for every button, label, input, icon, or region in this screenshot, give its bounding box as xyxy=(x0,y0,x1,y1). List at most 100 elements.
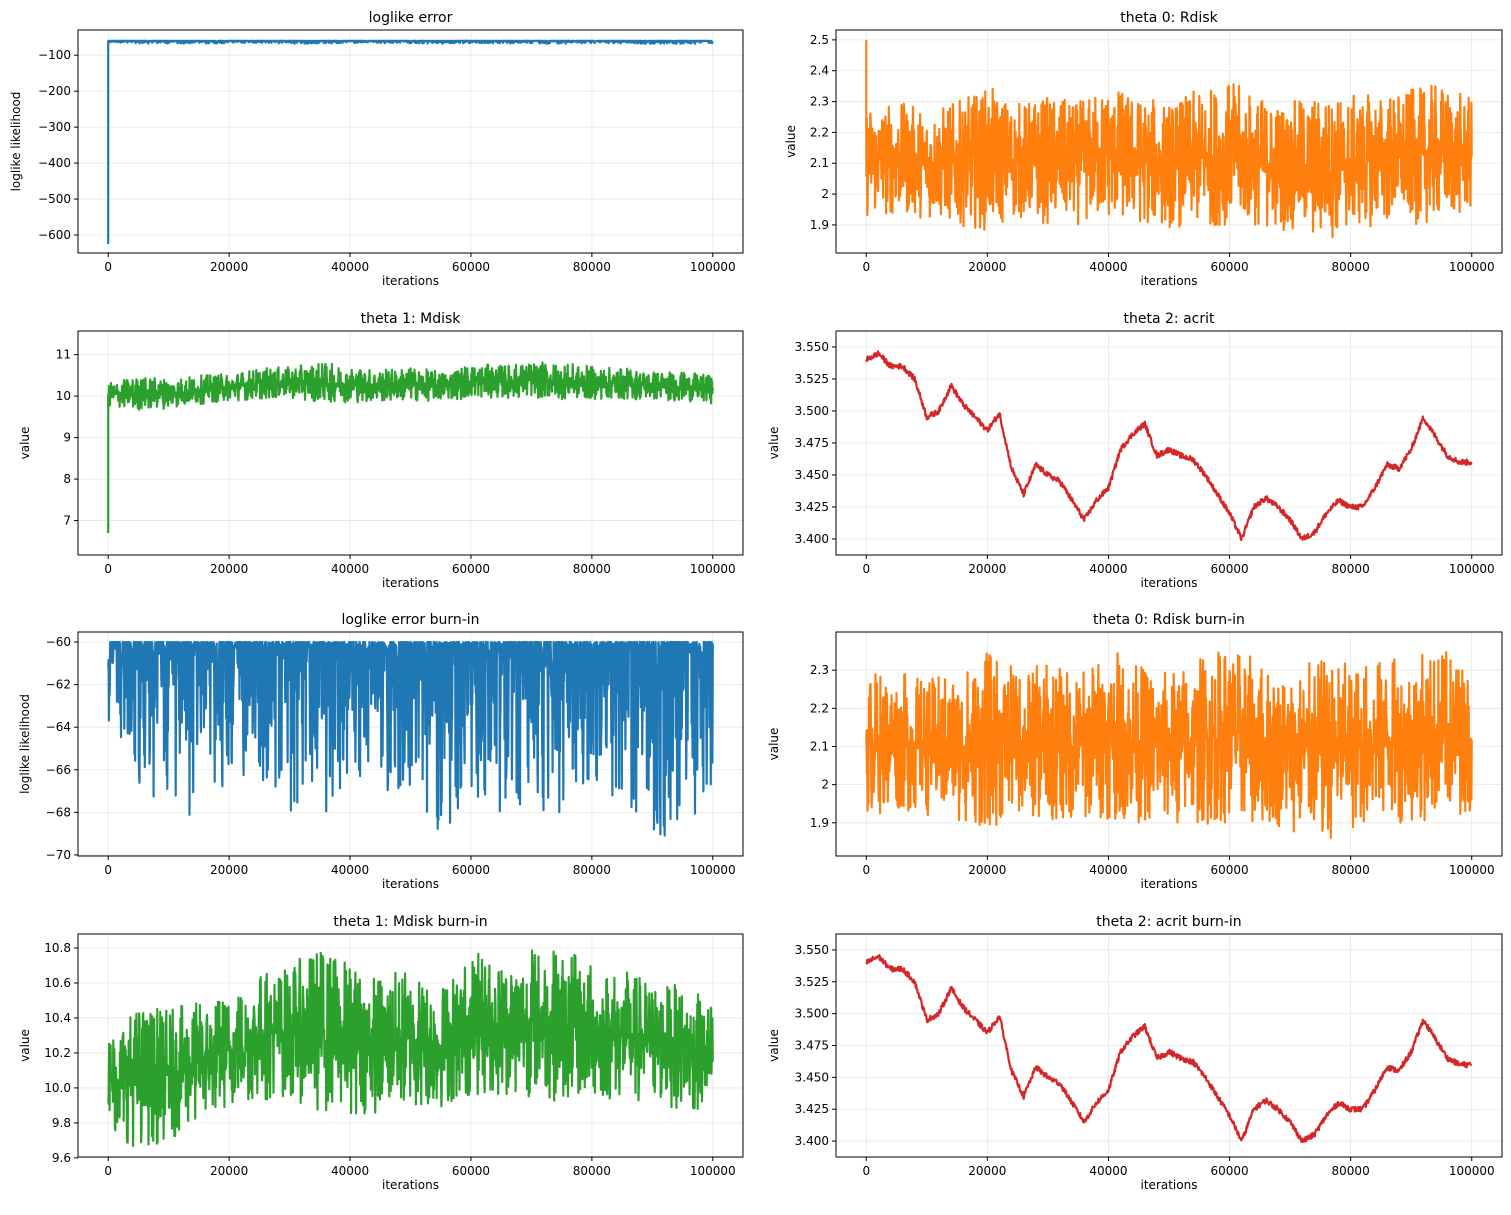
y-tick-label: 3.475 xyxy=(795,436,829,450)
y-tick-label: −100 xyxy=(38,48,71,62)
y-axis-label: value xyxy=(784,125,798,158)
axes-frame xyxy=(77,631,744,857)
subplot-title: theta 1: Mdisk burn-in xyxy=(333,914,487,930)
series-line xyxy=(107,361,714,533)
y-axis-label: value xyxy=(767,728,781,761)
y-axis-label: value xyxy=(767,1029,781,1062)
x-tick-label: 40000 xyxy=(1089,562,1127,576)
x-axis-label: iterations xyxy=(1141,1178,1198,1192)
subplot-title: theta 2: acrit xyxy=(1124,311,1215,327)
x-tick-label: 0 xyxy=(862,863,870,877)
y-tick-label: 1.9 xyxy=(810,816,829,830)
x-tick-label: 0 xyxy=(104,1164,112,1178)
x-tick-label: 0 xyxy=(862,260,870,274)
x-axis-label: iterations xyxy=(382,877,439,891)
x-tick-label: 100000 xyxy=(1449,260,1495,274)
x-tick-label: 0 xyxy=(862,1164,870,1178)
y-tick-label: 2.5 xyxy=(810,33,829,47)
x-tick-label: 80000 xyxy=(573,260,611,274)
x-tick-label: 20000 xyxy=(210,562,248,576)
x-tick-label: 100000 xyxy=(1449,863,1495,877)
x-tick-label: 40000 xyxy=(331,562,369,576)
y-tick-label: 3.550 xyxy=(795,340,829,354)
y-tick-label: 2.2 xyxy=(810,125,829,139)
x-axis-label: iterations xyxy=(382,576,439,590)
axes-frame xyxy=(77,330,744,556)
y-tick-label: −200 xyxy=(38,84,71,98)
series-line xyxy=(107,640,714,837)
x-axis-label: iterations xyxy=(382,274,439,288)
y-tick-label: 10.0 xyxy=(44,1081,71,1095)
y-tick-label: −500 xyxy=(38,192,71,206)
y-tick-label: −62 xyxy=(46,678,71,692)
y-tick-label: −600 xyxy=(38,228,71,242)
subplot-7: 0 20000 40000 60000 80000 100000 9.6 9.8 10.0 10.… xyxy=(18,914,744,1192)
axes-frame xyxy=(77,29,744,254)
y-tick-label: 9 xyxy=(63,431,71,445)
axes-frame xyxy=(835,631,1503,857)
x-axis-label: iterations xyxy=(382,1178,439,1192)
y-axis-label: value xyxy=(18,427,32,460)
x-tick-label: 20000 xyxy=(968,1164,1006,1178)
y-tick-label: 3.425 xyxy=(795,1102,829,1116)
y-tick-label: 9.8 xyxy=(52,1116,71,1130)
y-tick-label: −66 xyxy=(46,763,71,777)
x-tick-label: 80000 xyxy=(573,863,611,877)
y-tick-label: 3.550 xyxy=(795,943,829,957)
y-tick-label: −64 xyxy=(46,720,71,734)
y-tick-label: −68 xyxy=(46,805,71,819)
y-tick-label: 2.2 xyxy=(810,701,829,715)
x-tick-label: 20000 xyxy=(210,260,248,274)
y-tick-label: 3.400 xyxy=(795,532,829,546)
y-tick-label: 2.4 xyxy=(810,64,829,78)
subplot-2: 0 20000 40000 60000 80000 100000 1.9 2 2.1 2.2 2.3… xyxy=(784,10,1503,288)
subplot-title: theta 0: Rdisk burn-in xyxy=(1093,612,1245,628)
y-tick-label: 10.6 xyxy=(44,976,71,990)
series-line xyxy=(865,39,1473,239)
y-tick-label: 9.6 xyxy=(52,1151,71,1165)
subplot-1: 0 20000 40000 60000 80000 100000 −600 −500 −400 −… xyxy=(9,10,744,288)
x-tick-label: 60000 xyxy=(452,260,490,274)
x-tick-label: 60000 xyxy=(452,863,490,877)
subplot-5: 0 20000 40000 60000 80000 100000 −70 −68 −66 −64 −… xyxy=(18,612,744,891)
subplot-8: 0 20000 40000 60000 80000 100000 3.400 3.425 3.4… xyxy=(767,914,1503,1192)
subplot-title: loglike error xyxy=(369,10,453,26)
x-tick-label: 0 xyxy=(104,863,112,877)
y-tick-label: 10 xyxy=(56,389,71,403)
y-tick-label: −70 xyxy=(46,848,71,862)
x-tick-label: 40000 xyxy=(331,863,369,877)
x-tick-label: 100000 xyxy=(690,260,736,274)
x-tick-label: 0 xyxy=(862,562,870,576)
x-axis-label: iterations xyxy=(1141,877,1198,891)
y-tick-label: 10.2 xyxy=(44,1046,71,1060)
y-axis-label: loglike likelihood xyxy=(18,694,32,794)
y-tick-label: 3.500 xyxy=(795,1007,829,1021)
subplot-6: 0 20000 40000 60000 80000 100000 1.9 2 2.1 2.2 2.3… xyxy=(767,612,1503,891)
x-tick-label: 20000 xyxy=(968,260,1006,274)
x-tick-label: 80000 xyxy=(573,562,611,576)
x-tick-label: 60000 xyxy=(1210,1164,1248,1178)
y-tick-label: 2 xyxy=(821,778,829,792)
x-tick-label: 100000 xyxy=(1449,562,1495,576)
x-tick-label: 100000 xyxy=(1449,1164,1495,1178)
y-tick-label: 8 xyxy=(63,472,71,486)
y-axis-label: value xyxy=(18,1029,32,1062)
x-tick-label: 0 xyxy=(104,260,112,274)
series-line xyxy=(107,949,714,1148)
x-tick-label: 80000 xyxy=(1332,1164,1370,1178)
x-tick-label: 80000 xyxy=(1332,863,1370,877)
x-tick-label: 100000 xyxy=(690,562,736,576)
y-tick-label: 3.400 xyxy=(795,1134,829,1148)
x-tick-label: 80000 xyxy=(1332,260,1370,274)
y-tick-label: 3.425 xyxy=(795,500,829,514)
subplot-title: theta 1: Mdisk xyxy=(361,311,462,327)
x-tick-label: 80000 xyxy=(573,1164,611,1178)
subplot-title: loglike error burn-in xyxy=(341,612,479,628)
y-tick-label: 2 xyxy=(821,187,829,201)
y-tick-label: 10.8 xyxy=(44,941,71,955)
y-axis-label: loglike likelihood xyxy=(9,92,23,192)
y-tick-label: 2.1 xyxy=(810,156,829,170)
x-tick-label: 20000 xyxy=(210,1164,248,1178)
x-tick-label: 40000 xyxy=(331,260,369,274)
y-tick-label: 3.450 xyxy=(795,1070,829,1084)
